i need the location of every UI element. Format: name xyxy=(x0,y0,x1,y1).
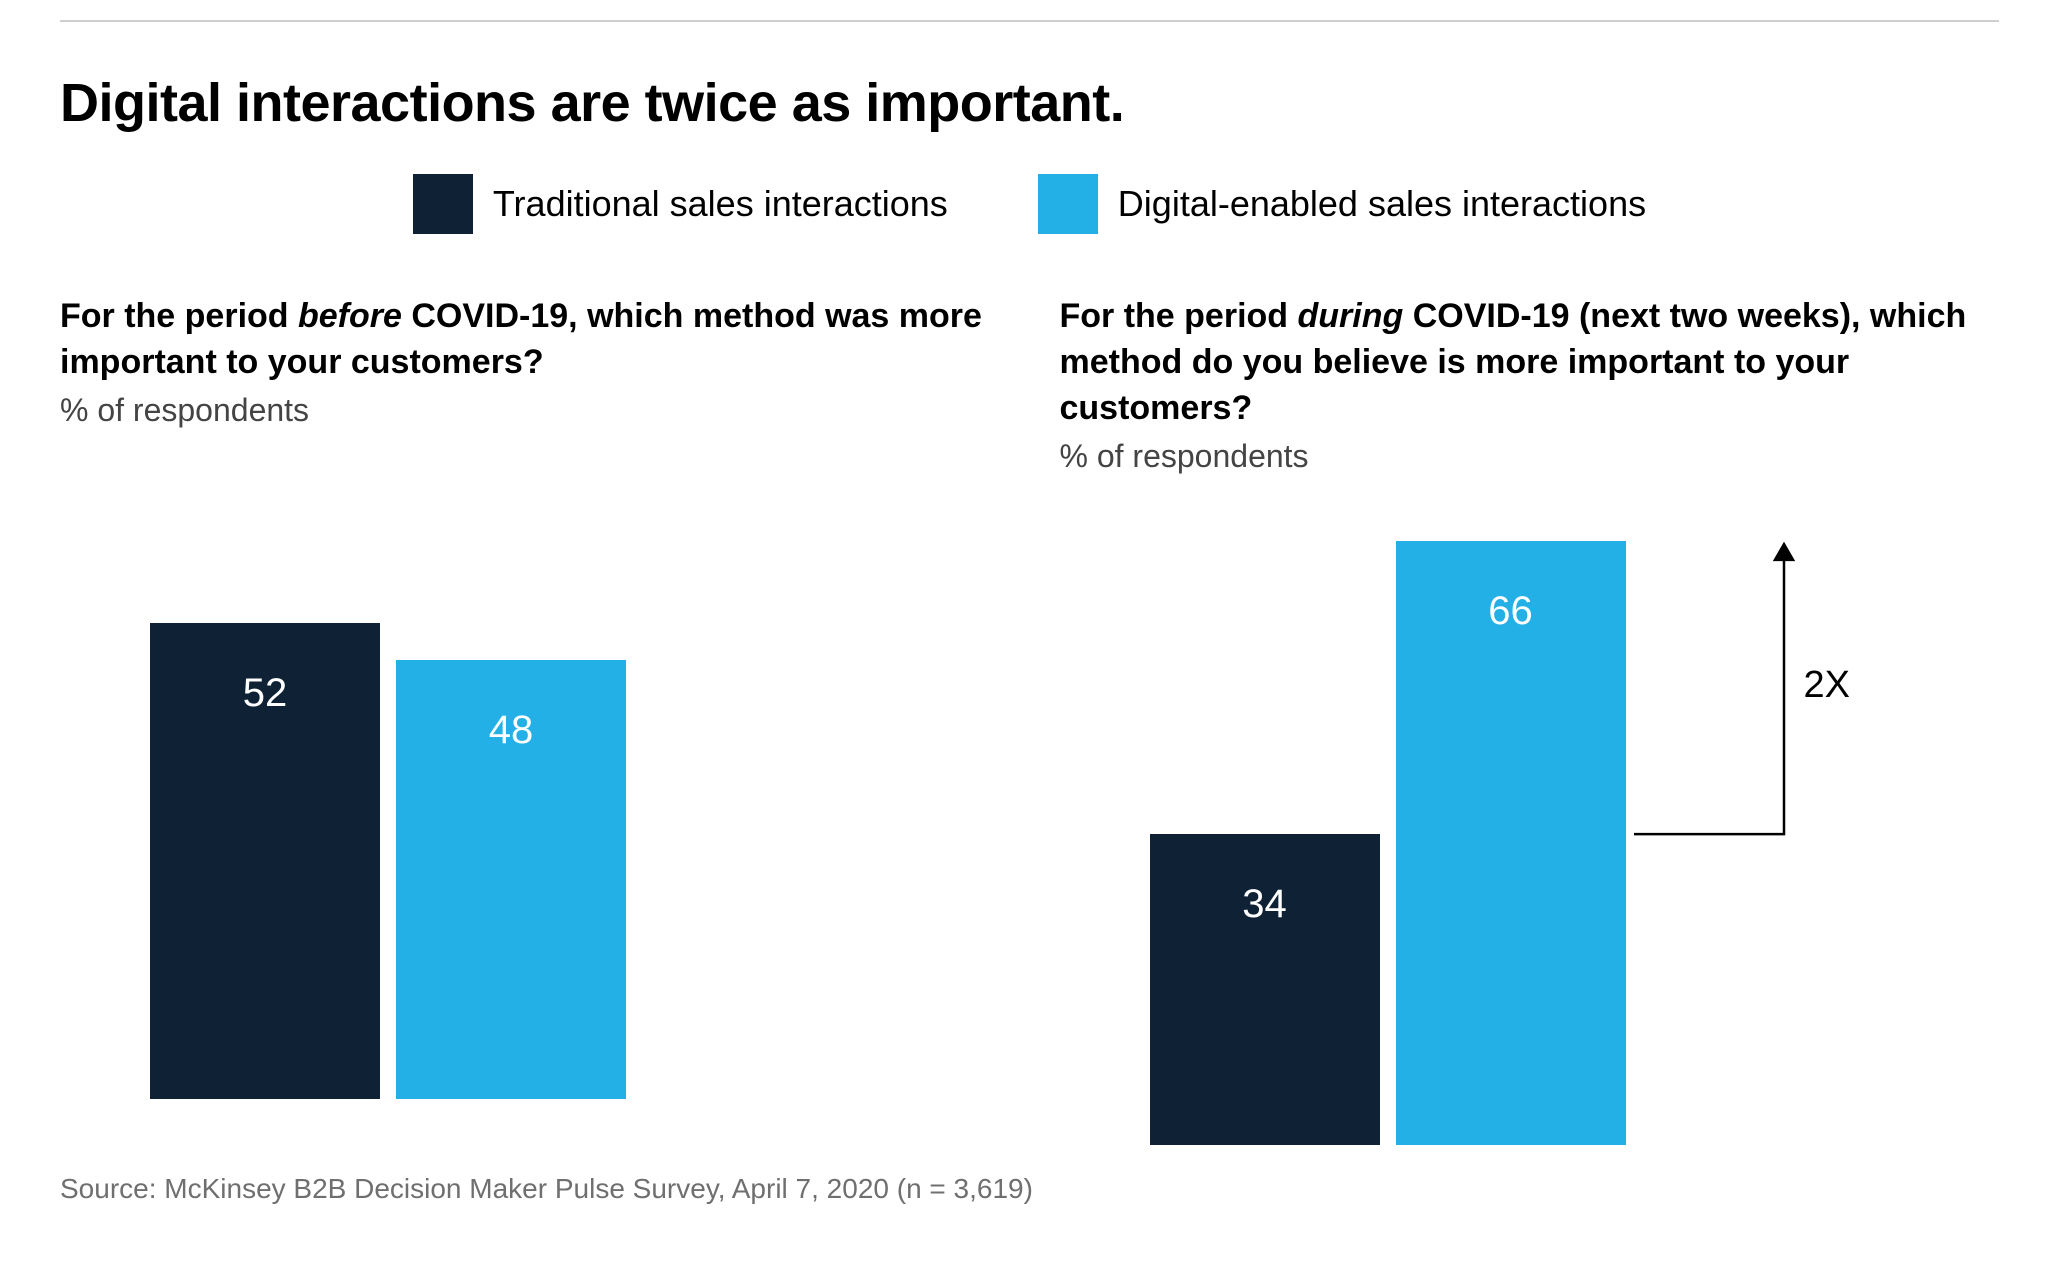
callout-text: 2X xyxy=(1804,664,1850,707)
bar-label-before-traditional: 52 xyxy=(150,671,380,716)
panel-during: For the period during COVID-19 (next two… xyxy=(1060,294,2000,1145)
legend-label-traditional: Traditional sales interactions xyxy=(493,183,948,225)
question-during: For the period during COVID-19 (next two… xyxy=(1060,294,2000,432)
sub-during: % of respondents xyxy=(1060,438,2000,475)
q-before-em: before xyxy=(298,297,402,335)
panel-before: For the period before COVID-19, which me… xyxy=(60,294,1000,1145)
callout-bracket xyxy=(1060,505,2000,1145)
chart-during: 34662X xyxy=(1060,505,2000,1145)
page-title: Digital interactions are twice as import… xyxy=(60,72,1999,134)
bar-label-before-digital: 48 xyxy=(396,708,626,753)
legend-item-digital: Digital-enabled sales interactions xyxy=(1038,174,1646,234)
source-text: Source: McKinsey B2B Decision Maker Puls… xyxy=(60,1173,1999,1205)
sub-before: % of respondents xyxy=(60,392,1000,429)
panels: For the period before COVID-19, which me… xyxy=(60,294,1999,1145)
bar-before-digital: 48 xyxy=(396,660,626,1099)
chart-before: 52 48 xyxy=(60,459,1000,1099)
legend: Traditional sales interactions Digital-e… xyxy=(60,174,1999,234)
legend-swatch-digital xyxy=(1038,174,1098,234)
top-rule xyxy=(60,20,1999,22)
q-before-prefix: For the period xyxy=(60,297,298,335)
legend-label-digital: Digital-enabled sales interactions xyxy=(1118,183,1646,225)
bar-before-traditional: 52 xyxy=(150,623,380,1098)
legend-swatch-traditional xyxy=(413,174,473,234)
q-during-prefix: For the period xyxy=(1060,297,1298,335)
chart-page: Digital interactions are twice as import… xyxy=(0,20,2059,1205)
q-during-em: during xyxy=(1298,297,1404,335)
question-before: For the period before COVID-19, which me… xyxy=(60,294,1000,386)
legend-item-traditional: Traditional sales interactions xyxy=(413,174,948,234)
